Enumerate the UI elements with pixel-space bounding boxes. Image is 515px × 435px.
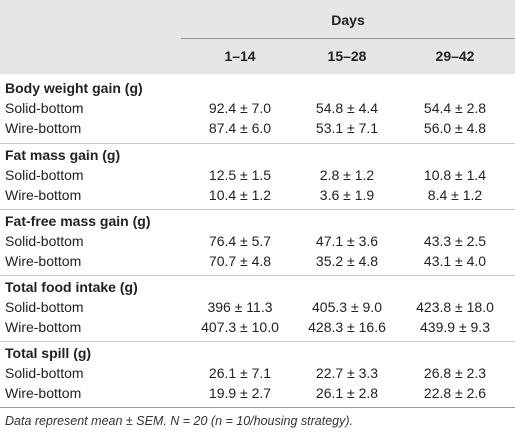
cell: 26.1 ± 7.1 [208, 365, 272, 381]
cell: 92.4 ± 7.0 [208, 100, 272, 116]
table-row: Wire-bottom 19.9 ± 2.7 26.1 ± 2.8 22.8 ±… [0, 385, 515, 405]
row-label: Solid-bottom [5, 233, 84, 249]
cell: 423.8 ± 18.0 [416, 299, 494, 315]
cell: 87.4 ± 6.0 [208, 120, 272, 136]
cell: 56.0 ± 4.8 [423, 120, 487, 136]
cell: 10.4 ± 1.2 [208, 187, 272, 203]
table-row: Solid-bottom 26.1 ± 7.1 22.7 ± 3.3 26.8 … [0, 365, 515, 385]
table-row: Wire-bottom 10.4 ± 1.2 3.6 ± 1.9 8.4 ± 1… [0, 187, 515, 207]
cell: 70.7 ± 4.8 [208, 253, 272, 269]
cell: 22.8 ± 2.6 [423, 385, 487, 401]
cell: 54.8 ± 4.4 [315, 100, 379, 116]
cell: 10.8 ± 1.4 [423, 167, 487, 183]
cell: 43.3 ± 2.5 [423, 233, 487, 249]
cell: 47.1 ± 3.6 [315, 233, 379, 249]
cell: 76.4 ± 5.7 [208, 233, 272, 249]
row-label: Wire-bottom [5, 319, 82, 335]
row-label: Wire-bottom [5, 253, 82, 269]
row-label: Wire-bottom [5, 385, 82, 401]
cell: 405.3 ± 9.0 [312, 299, 382, 315]
table-footnote: Data represent mean ± SEM. N = 20 (n = 1… [5, 414, 354, 428]
table-row: Solid-bottom 76.4 ± 5.7 47.1 ± 3.6 43.3 … [0, 233, 515, 253]
table-row: Wire-bottom 407.3 ± 10.0 428.3 ± 16.6 43… [0, 319, 515, 339]
row-label: Solid-bottom [5, 365, 84, 381]
cell: 8.4 ± 1.2 [427, 187, 483, 203]
cell: 53.1 ± 7.1 [315, 120, 379, 136]
cell: 22.7 ± 3.3 [315, 365, 379, 381]
cell: 439.9 ± 9.3 [420, 319, 490, 335]
cell: 428.3 ± 16.6 [308, 319, 386, 335]
row-label: Solid-bottom [5, 299, 84, 315]
cell: 26.1 ± 2.8 [315, 385, 379, 401]
row-label: Solid-bottom [5, 100, 84, 116]
table-bottom-rule [0, 407, 515, 408]
cell: 2.8 ± 1.2 [319, 167, 375, 183]
table-row: Solid-bottom 396 ± 11.3 405.3 ± 9.0 423.… [0, 299, 515, 319]
cell: 396 ± 11.3 [207, 299, 273, 315]
cell: 19.9 ± 2.7 [208, 385, 272, 401]
group-divider [0, 275, 515, 276]
cell: 26.8 ± 2.3 [423, 365, 487, 381]
column-header-3: 29–42 [435, 48, 475, 64]
cell: 407.3 ± 10.0 [201, 319, 279, 335]
cell: 43.1 ± 4.0 [423, 253, 487, 269]
group-title: Fat mass gain (g) [5, 147, 121, 163]
days-spanner: Days [331, 12, 365, 28]
group-row-body-weight: Body weight gain (g) [0, 80, 515, 100]
column-header-1: 1–14 [224, 48, 256, 64]
column-header-2: 15–28 [327, 48, 367, 64]
group-row-fat-free-mass: Fat-free mass gain (g) [0, 213, 515, 233]
row-label: Wire-bottom [5, 187, 82, 203]
cell: 12.5 ± 1.5 [208, 167, 272, 183]
spanner-rule [181, 38, 515, 39]
group-row-fat-mass: Fat mass gain (g) [0, 147, 515, 167]
table-row: Wire-bottom 87.4 ± 6.0 53.1 ± 7.1 56.0 ±… [0, 120, 515, 140]
group-divider [0, 209, 515, 210]
group-title: Total spill (g) [5, 345, 92, 361]
row-label: Wire-bottom [5, 120, 82, 136]
group-title: Body weight gain (g) [5, 80, 143, 96]
group-divider [0, 341, 515, 342]
table-header [0, 0, 515, 74]
row-label: Solid-bottom [5, 167, 84, 183]
group-title: Fat-free mass gain (g) [5, 213, 151, 229]
group-divider [0, 143, 515, 144]
group-row-total-spill: Total spill (g) [0, 345, 515, 365]
table-row: Solid-bottom 12.5 ± 1.5 2.8 ± 1.2 10.8 ±… [0, 167, 515, 187]
group-title: Total food intake (g) [5, 279, 138, 295]
cell: 54.4 ± 2.8 [423, 100, 487, 116]
table-row: Solid-bottom 92.4 ± 7.0 54.8 ± 4.4 54.4 … [0, 100, 515, 120]
table-row: Wire-bottom 70.7 ± 4.8 35.2 ± 4.8 43.1 ±… [0, 253, 515, 273]
cell: 35.2 ± 4.8 [315, 253, 379, 269]
group-row-food-intake: Total food intake (g) [0, 279, 515, 299]
cell: 3.6 ± 1.9 [319, 187, 375, 203]
